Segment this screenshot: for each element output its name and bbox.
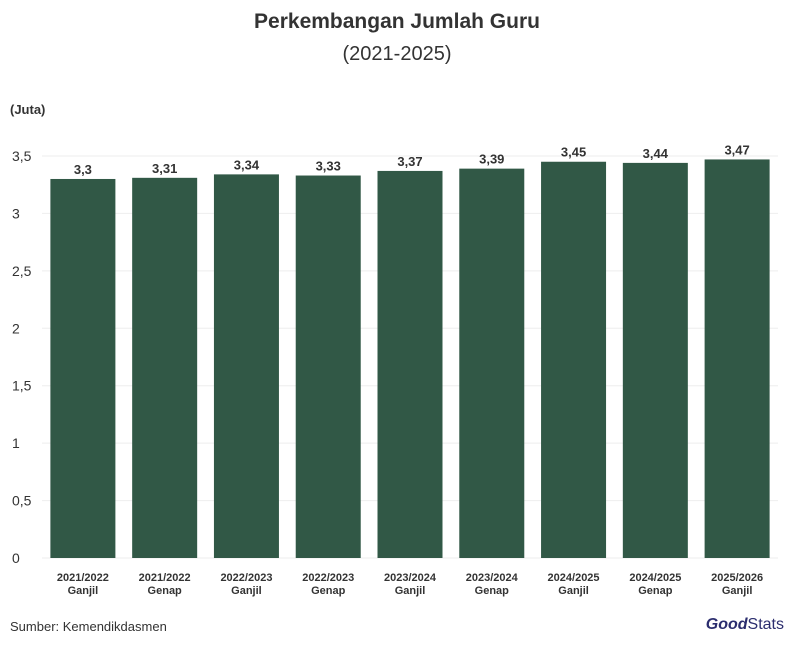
x-tick-label: 2021/2022 xyxy=(57,572,109,584)
y-tick-label: 3 xyxy=(12,205,20,221)
y-tick-label: 1 xyxy=(12,435,20,451)
bar xyxy=(213,174,279,558)
x-tick-label: Genap xyxy=(638,585,673,597)
x-tick-label: 2023/2024 xyxy=(466,572,519,584)
chart-title: Perkembangan Jumlah Guru xyxy=(254,10,540,33)
bar-value-label: 3,44 xyxy=(643,146,669,161)
bar xyxy=(459,168,525,559)
bar-value-label: 3,45 xyxy=(561,145,586,160)
bar-value-label: 3,47 xyxy=(724,142,749,157)
x-tick-label: Ganjil xyxy=(68,585,99,597)
source-note: Sumber: Kemendikdasmen xyxy=(10,619,167,634)
x-tick-label: Genap xyxy=(475,585,510,597)
bar xyxy=(377,170,443,558)
goodstats-logo: GoodStats xyxy=(706,616,784,634)
x-tick-label: Genap xyxy=(311,585,346,597)
y-tick-label: 2,5 xyxy=(12,263,32,279)
x-tick-label: Genap xyxy=(148,585,183,597)
bar-value-label: 3,39 xyxy=(479,152,504,167)
bar-chart: 00,511,522,533,53,32021/2022Ganjil3,3120… xyxy=(12,142,778,597)
bar xyxy=(704,159,770,558)
x-tick-label: Ganjil xyxy=(558,585,589,597)
bar-value-label: 3,33 xyxy=(316,159,341,174)
y-axis-unit-label: (Juta) xyxy=(10,102,46,117)
bar-value-label: 3,3 xyxy=(74,162,92,177)
y-tick-label: 2 xyxy=(12,320,20,336)
bar xyxy=(50,178,116,558)
chart-subtitle: (2021-2025) xyxy=(342,43,452,65)
x-tick-label: Ganjil xyxy=(722,585,753,597)
bar xyxy=(622,162,688,559)
x-tick-label: 2024/2025 xyxy=(548,572,600,584)
bar-value-label: 3,31 xyxy=(152,161,177,176)
bar xyxy=(295,175,361,559)
bar xyxy=(541,161,607,558)
x-tick-label: 2022/2023 xyxy=(220,572,272,584)
x-tick-label: 2021/2022 xyxy=(139,572,191,584)
x-tick-label: 2024/2025 xyxy=(629,572,681,584)
y-tick-label: 1,5 xyxy=(12,378,32,394)
x-tick-label: Ganjil xyxy=(231,585,262,597)
bar-value-label: 3,34 xyxy=(234,157,260,172)
logo-good-text: Good xyxy=(705,616,748,633)
bar xyxy=(132,177,198,558)
y-tick-label: 0,5 xyxy=(12,493,32,509)
logo-stats-text: Stats xyxy=(747,616,784,633)
y-tick-label: 0 xyxy=(12,550,20,566)
x-tick-label: 2023/2024 xyxy=(384,572,437,584)
x-tick-label: Ganjil xyxy=(395,585,426,597)
x-tick-label: 2022/2023 xyxy=(302,572,354,584)
x-tick-label: 2025/2026 xyxy=(711,572,763,584)
bar-value-label: 3,37 xyxy=(397,154,422,169)
y-tick-label: 3,5 xyxy=(12,148,32,164)
